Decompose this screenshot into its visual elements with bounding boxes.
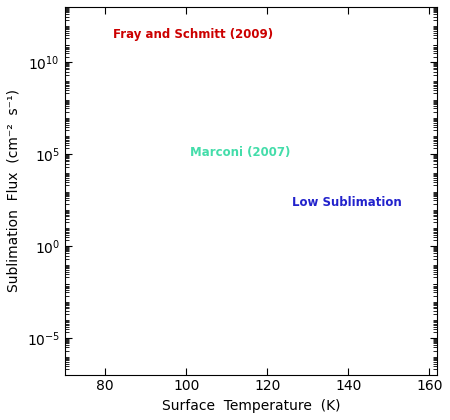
Text: Johnson et al. (1981): Johnson et al. (1981) <box>0 419 1 420</box>
Text: Fray and Schmitt (2009): Fray and Schmitt (2009) <box>113 28 274 41</box>
Text: Marconi (2007): Marconi (2007) <box>190 146 291 159</box>
Y-axis label: Sublimation  Flux  (cm⁻²  s⁻¹): Sublimation Flux (cm⁻² s⁻¹) <box>7 89 21 292</box>
X-axis label: Surface  Temperature  (K): Surface Temperature (K) <box>162 399 340 413</box>
Text: Low Sublimation: Low Sublimation <box>292 196 401 209</box>
